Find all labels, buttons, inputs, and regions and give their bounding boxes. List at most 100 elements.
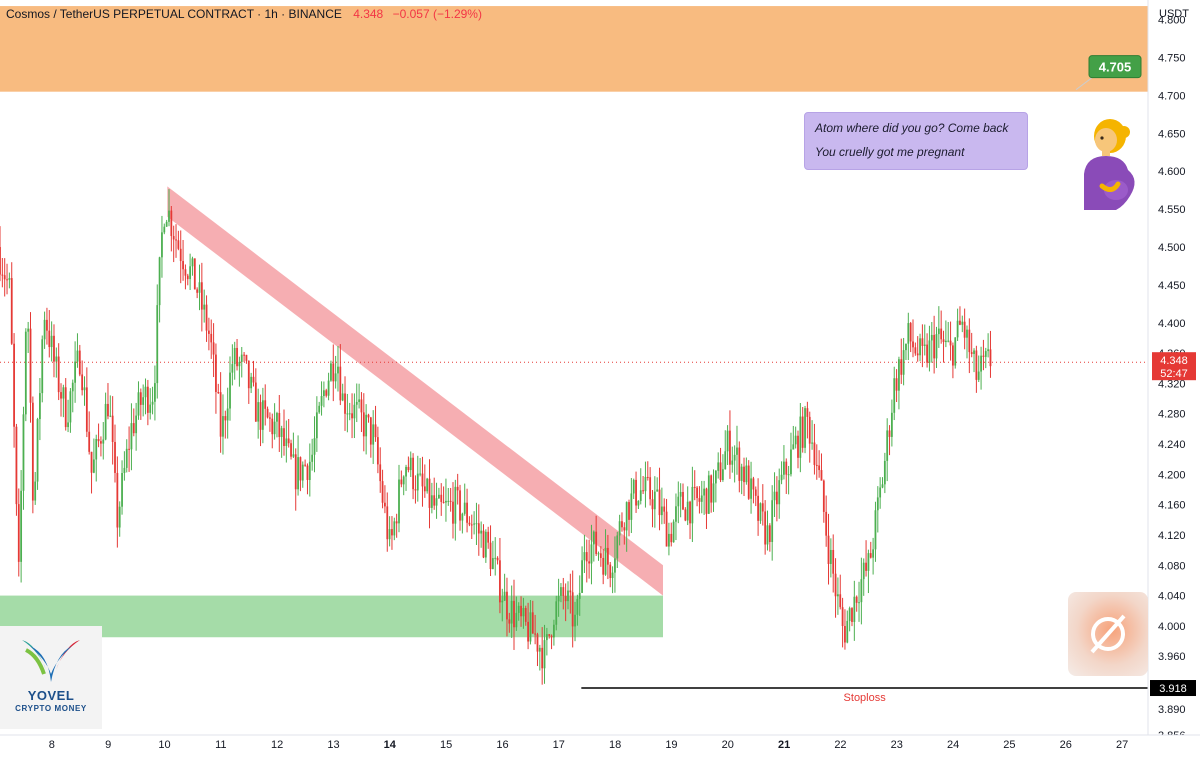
candle-body [41, 339, 44, 394]
candle-body [515, 612, 518, 628]
candle-body [304, 464, 307, 466]
candle-body [53, 335, 55, 362]
candle-body [956, 320, 959, 338]
candle-body [17, 504, 20, 562]
candle-body [719, 462, 722, 481]
candle-body [632, 479, 635, 494]
candle-body [102, 439, 105, 444]
target-pointer [1075, 77, 1093, 91]
candle-body [834, 573, 837, 597]
x-tick-label: 25 [1003, 739, 1015, 751]
candle-body [813, 442, 816, 465]
candle-body [468, 522, 471, 525]
y-tick-label: 4.800 [1158, 15, 1186, 27]
candle-body [367, 414, 370, 418]
logo-tagline: CRYPTO MONEY [15, 704, 87, 713]
candle-body [919, 338, 921, 356]
candle-body [24, 331, 27, 415]
candle-body [491, 558, 494, 570]
candle-body [759, 503, 762, 521]
candle-body [973, 350, 975, 354]
logo-name: YOVEL [27, 688, 75, 703]
candle-body [60, 392, 62, 399]
candle-body [165, 221, 168, 227]
candle-body [501, 600, 504, 603]
candle-body [55, 356, 58, 362]
candle-body [689, 501, 691, 524]
candle-body [182, 261, 184, 270]
y-tick-label: 4.240 [1158, 439, 1186, 451]
candle-body [517, 605, 520, 613]
candle-body [172, 236, 175, 240]
candle-body [205, 304, 208, 331]
candle-body [90, 451, 93, 473]
candle-body [616, 535, 619, 559]
candle-body [348, 413, 351, 415]
candle-body [496, 557, 499, 561]
candle-body [653, 491, 656, 510]
candle-body [628, 502, 630, 520]
candle-body [297, 457, 299, 490]
x-tick-label: 26 [1060, 739, 1072, 751]
candle-body [984, 351, 987, 357]
candle-body [799, 416, 802, 458]
candle-body [132, 423, 135, 434]
candle-body [794, 435, 797, 445]
axis-unit-label: USDT [1159, 8, 1189, 20]
candle-body [306, 465, 309, 480]
candle-body [210, 333, 213, 343]
candle-body [865, 562, 867, 571]
candle-body [299, 457, 302, 481]
candle-body [660, 506, 663, 516]
candle-body [682, 491, 684, 510]
candle-body [215, 354, 217, 393]
candle-body [820, 470, 823, 481]
y-tick-label: 4.650 [1158, 128, 1186, 140]
candle-body [477, 523, 480, 534]
candle-body [560, 587, 562, 596]
candle-body [62, 387, 65, 399]
candle-body [301, 464, 304, 481]
candle-body [88, 431, 91, 452]
candle-body [459, 490, 461, 521]
y-tick-label: 4.750 [1158, 53, 1186, 65]
candle-body [829, 549, 832, 564]
speech-bubble: Atom where did you go? Come back You cru… [804, 112, 1028, 170]
candle-body [550, 635, 553, 638]
candle-body [146, 386, 149, 413]
candle-body [489, 542, 492, 570]
candle-body [271, 418, 274, 435]
candle-body [538, 647, 541, 652]
current-price-tag-label: 4.348 [1160, 355, 1188, 367]
candle-body [609, 564, 612, 579]
candle-body [139, 392, 142, 405]
candle-body [330, 363, 332, 381]
candle-body [114, 441, 116, 473]
candle-body [78, 350, 81, 375]
candle-body [240, 354, 243, 362]
candle-body [574, 614, 576, 627]
candle-body [355, 401, 358, 405]
candle-body [914, 347, 917, 354]
candle-body [386, 506, 389, 540]
candle-body [278, 413, 281, 437]
target-badge-label: 4.705 [1099, 60, 1132, 75]
candle-body [522, 608, 525, 617]
candle-body [893, 378, 896, 413]
candle-body [217, 392, 220, 394]
candle-body [564, 595, 567, 602]
candle-body [43, 319, 46, 340]
candle-body [675, 506, 677, 522]
candle-body [524, 608, 527, 622]
candle-body [649, 477, 652, 500]
candle-body [203, 304, 206, 310]
candle-body [963, 321, 966, 338]
candle-body [222, 416, 224, 437]
candle-body [339, 366, 342, 401]
support-zone [0, 595, 664, 638]
y-tick-label: 4.320 [1158, 378, 1186, 390]
candle-body [506, 591, 508, 620]
